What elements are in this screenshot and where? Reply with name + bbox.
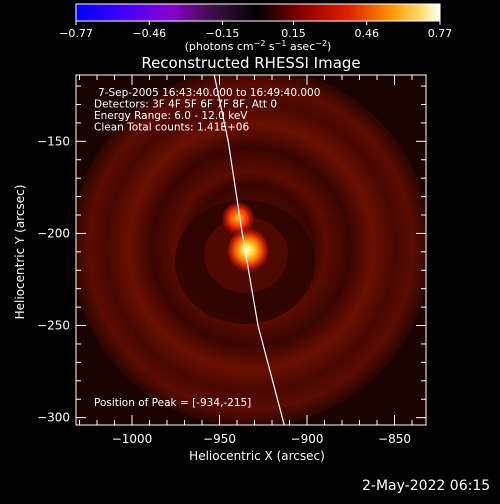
source-core [228,228,268,276]
y-tick-label: −250 [37,319,70,333]
colorbar-tick-label: −0.46 [132,27,166,40]
y-axis: −150 −200 −250 −300 [37,85,426,425]
x-tick-label: −1000 [112,432,153,446]
x-axis: −1000 −950 −900 −850 [79,75,413,446]
colorbar-tick-label: 0.77 [428,27,453,40]
x-tick-label: −850 [378,432,411,446]
colorbar-gradient [75,3,441,22]
heatmap-image [76,75,426,425]
colorbar: −0.77 −0.46 −0.15 0.15 0.46 0.77 (photons cm−… [59,3,452,53]
solar-limb [213,75,285,425]
colorbar-tick-label: −0.77 [59,27,93,40]
colorbar-tick-label: 0.46 [354,27,379,40]
y-tick-label: −300 [37,411,70,425]
x-tick-label: −950 [203,432,236,446]
x-tick-label: −900 [291,432,324,446]
annotation-line: Detectors: 3F 4F 5F 6F 7F 8F, Att 0 [94,99,277,111]
y-axis-label: Heliocentric Y (arcsec) [13,185,27,320]
annotation-line: Clean Total counts: 1.41E+06 [94,122,249,134]
annotations: 7-Sep-2005 16:43:40.000 to 16:49:40.000D… [94,87,320,134]
colorbar-tick-label: −0.15 [206,27,240,40]
y-tick-label: −200 [37,226,70,240]
annotation-line: 7-Sep-2005 16:43:40.000 to 16:49:40.000 [98,87,320,99]
colorbar-units: (photons cm−2 s−1 asec−2) [185,39,332,53]
x-axis-label: Heliocentric X (arcsec) [189,449,325,463]
plot-frame [75,74,427,426]
peak-label: Position of Peak = [-934,-215] [94,397,251,409]
timestamp: 2-May-2022 06:15 [362,478,491,494]
annotation-line: Energy Range: 6.0 - 12.0 keV [94,110,248,122]
chart-title: Reconstructed RHESSI Image [141,54,360,72]
colorbar-tick-label: 0.15 [281,27,306,40]
y-tick-label: −150 [37,134,70,148]
colorbar-ticks: −0.77 −0.46 −0.15 0.15 0.46 0.77 [59,21,452,40]
